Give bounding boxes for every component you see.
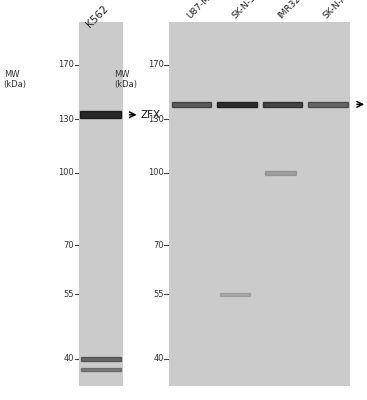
Text: 55: 55	[63, 290, 74, 299]
Bar	[80, 111, 121, 118]
Bar	[265, 171, 296, 175]
Text: MW
(kDa): MW (kDa)	[114, 70, 137, 89]
Text: 55: 55	[153, 290, 164, 299]
Text: SK-N-SH: SK-N-SH	[230, 0, 263, 20]
Bar	[169, 22, 350, 386]
Text: 100: 100	[58, 168, 74, 177]
Text: 130: 130	[58, 115, 74, 124]
Bar	[81, 368, 121, 371]
Text: SK-N-AS: SK-N-AS	[321, 0, 353, 20]
Text: IMR32: IMR32	[276, 0, 302, 20]
Text: 70: 70	[63, 241, 74, 250]
Text: K562: K562	[84, 4, 110, 30]
Bar	[81, 357, 121, 361]
Text: 170: 170	[148, 60, 164, 70]
Bar	[79, 22, 123, 386]
Text: 40: 40	[63, 354, 74, 363]
Bar	[263, 102, 302, 107]
Text: U87-MG: U87-MG	[185, 0, 217, 20]
Text: 70: 70	[153, 241, 164, 250]
Bar	[172, 102, 211, 107]
Bar	[308, 102, 348, 107]
Text: 40: 40	[153, 354, 164, 363]
Bar	[217, 102, 257, 107]
Text: ZFX: ZFX	[141, 110, 161, 120]
Text: 100: 100	[148, 168, 164, 177]
Text: MW
(kDa): MW (kDa)	[4, 70, 27, 89]
Text: 130: 130	[148, 115, 164, 124]
Bar	[220, 292, 250, 296]
Text: 170: 170	[58, 60, 74, 70]
